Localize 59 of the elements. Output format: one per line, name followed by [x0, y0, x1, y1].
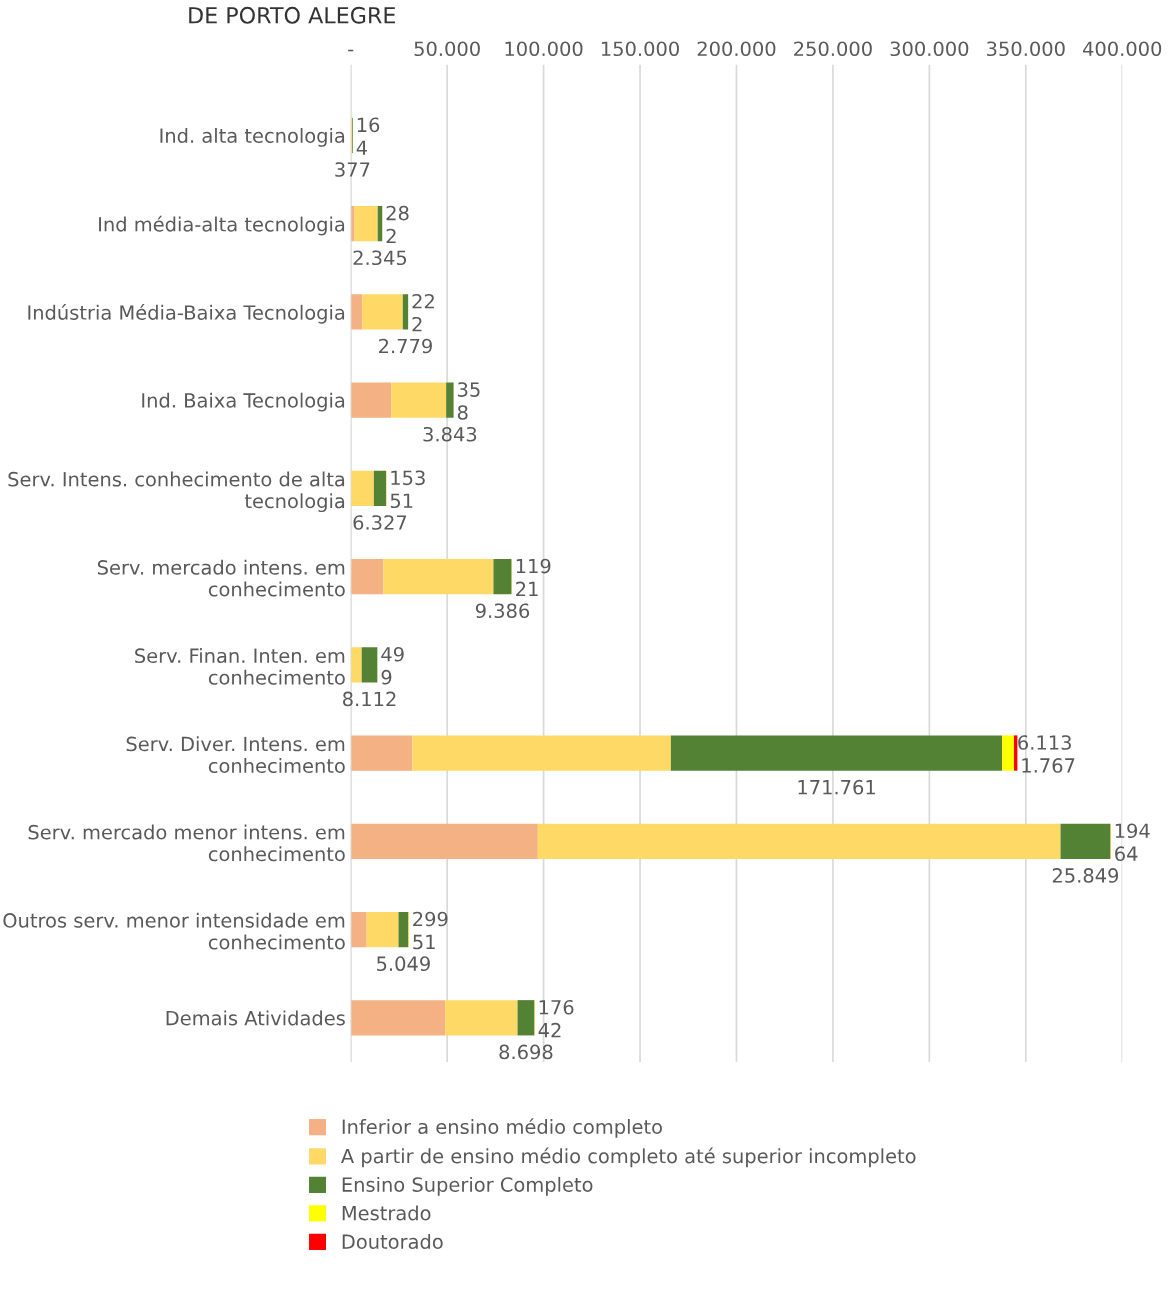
data-label: 8.698: [499, 1044, 553, 1060]
data-label: 1.767: [1022, 758, 1075, 773]
x-tick-label: 400.000: [1082, 41, 1162, 57]
x-tick-label: 150.000: [601, 41, 679, 57]
data-label: 2.345: [353, 250, 407, 266]
data-label: 64: [1115, 846, 1138, 862]
data-label: 2: [386, 228, 396, 244]
x-tick-label: 100.000: [505, 41, 583, 57]
legend-label: A partir de ensino médio completo até superior incompleto: [341, 1147, 916, 1168]
data-label: 299: [413, 911, 448, 927]
y-tick-label: Ind. Baixa Tecnologia: [142, 392, 345, 412]
data-label: 5.049: [377, 956, 430, 972]
data-label: 176: [539, 999, 574, 1015]
data-label: 153: [391, 470, 425, 486]
data-label: 21: [516, 581, 538, 597]
data-label: 171.761: [798, 779, 875, 795]
y-tick-label: Indústria Média-Baixa Tecnologia: [28, 304, 345, 324]
data-label: 9.386: [475, 603, 530, 619]
data-label: 377: [335, 162, 370, 177]
data-label: 42: [538, 1022, 561, 1038]
legend-label: Inferior a ensino médio completo: [342, 1118, 662, 1138]
data-label: 3.843: [423, 426, 477, 442]
data-label: 4: [356, 140, 367, 155]
data-label: 35: [458, 382, 480, 397]
y-tick-label: Serv. Diver. Intens. em conhecimento: [126, 736, 345, 774]
x-tick-label: 200.000: [697, 41, 776, 57]
y-tick-label: Ind. alta tecnologia: [160, 127, 345, 147]
data-label: 6.327: [353, 515, 407, 530]
data-label: 8: [457, 405, 468, 420]
x-tick-label: 350.000: [987, 41, 1065, 57]
data-label: 51: [413, 934, 435, 950]
chart-title: DE PORTO ALEGRE: [189, 6, 396, 24]
y-tick-label: Serv. Finan. Inten. em conhecimento: [135, 648, 345, 685]
data-label: 25.849: [1052, 868, 1119, 883]
y-tick-label: Serv. Intens. conhecimento de alta tecnologia: [8, 471, 345, 513]
y-tick-label: Outros serv. menor intensidade em conhecimento: [3, 912, 345, 950]
data-label: 22: [412, 293, 434, 309]
y-tick-label: Ind média-alta tecnologia: [99, 215, 345, 236]
data-label: 51: [390, 493, 413, 509]
y-tick-label: Serv. mercado intens. em conhecimento: [97, 559, 345, 597]
data-label: 2: [412, 316, 422, 332]
data-label: 49: [381, 646, 404, 662]
data-label: 28: [386, 205, 409, 221]
x-tick-label: -: [348, 49, 354, 52]
y-tick-label: Demais Atividades: [166, 1010, 345, 1026]
legend-label: Doutorado: [342, 1233, 443, 1250]
data-label: 194: [1115, 823, 1150, 839]
y-tick-label: Serv. mercado menor intens. em conhecimento: [28, 824, 345, 862]
legend-label: Mestrado: [342, 1205, 431, 1221]
x-tick-label: 250.000: [794, 41, 872, 57]
data-label: 16: [357, 117, 380, 133]
legend-label: Ensino Superior Completo: [342, 1176, 593, 1196]
data-label: 9: [381, 669, 392, 685]
data-label: 6.113: [1018, 735, 1071, 750]
x-tick-label: 50.000: [414, 41, 480, 57]
data-label: 119: [516, 558, 551, 574]
data-label: 8.112: [343, 691, 396, 707]
data-label: 2.779: [379, 338, 432, 354]
x-tick-label: 300.000: [890, 41, 969, 57]
